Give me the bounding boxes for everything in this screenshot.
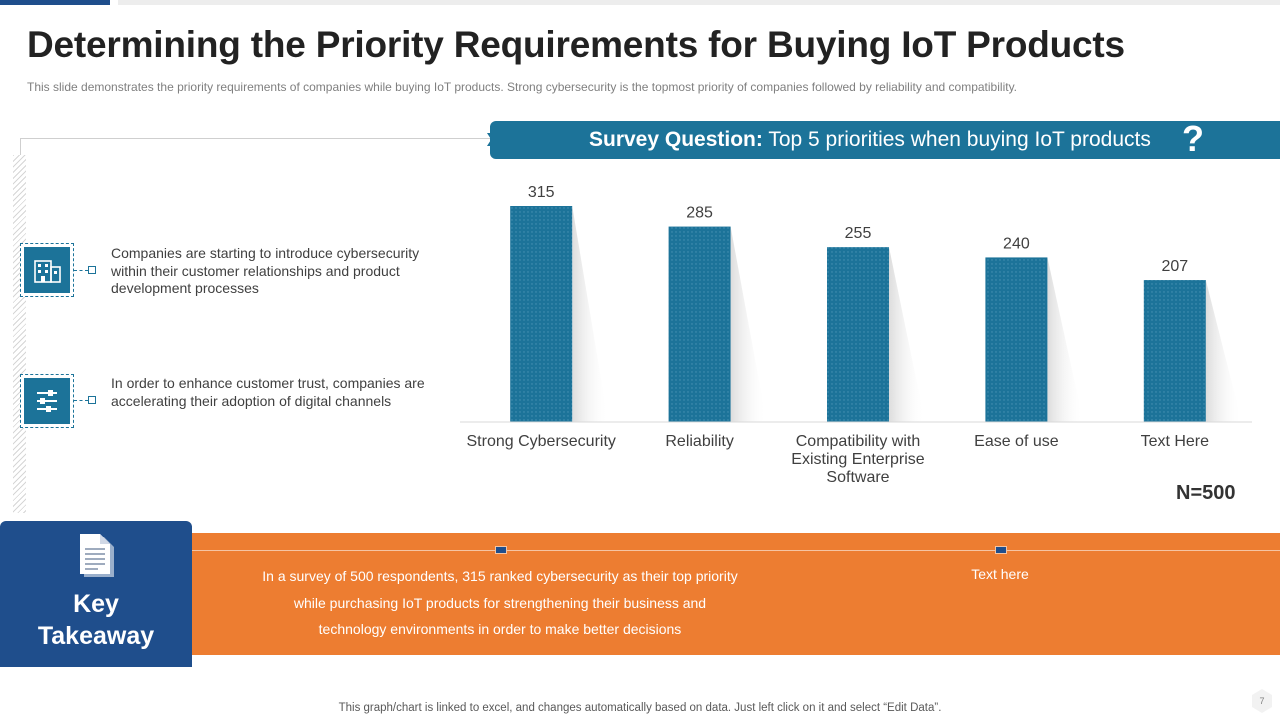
value-label: 255: [845, 225, 872, 242]
sliders-icon-box: [20, 374, 74, 428]
bracket-line: [20, 138, 490, 139]
building-icon: [34, 260, 61, 283]
bar-3: [985, 257, 1048, 422]
point-text-cybersecurity: Companies are starting to introduce cybe…: [111, 245, 420, 296]
bracket-line-vertical: [20, 138, 21, 156]
building-icon-box: [20, 243, 74, 297]
bar-shadow: [1205, 280, 1242, 422]
takeaway-marker: [995, 546, 1007, 554]
connector-dot: [88, 396, 96, 404]
category-label: Text Here: [1141, 433, 1210, 450]
value-label: 240: [1003, 235, 1030, 252]
bar-4: [1143, 280, 1206, 422]
hatched-divider: [13, 155, 26, 513]
bar-shadow: [730, 226, 767, 422]
top-divider: [118, 0, 1280, 5]
document-icon: [80, 534, 114, 577]
category-label: Reliability: [665, 433, 733, 450]
key-takeaway-box: Key Takeaway: [0, 521, 192, 667]
key-takeaway-label: Key Takeaway: [0, 588, 192, 652]
bar-shadow: [1047, 257, 1084, 422]
bar-0: [510, 206, 573, 422]
survey-question-text: Top 5 priorities when buying IoT product…: [762, 128, 1151, 151]
value-label: 285: [686, 205, 713, 222]
category-label: Ease of use: [974, 433, 1059, 450]
takeaway-text-placeholder: Text here: [971, 566, 1029, 582]
category-label: Strong Cybersecurity: [467, 433, 616, 450]
bar-shadow: [889, 247, 925, 422]
bar-2: [827, 247, 889, 422]
bar-chart: 315 Strong Cybersecurity 285 Reliability 255…: [460, 184, 1252, 486]
bar-1: [668, 226, 731, 422]
footer-note: This graph/chart is linked to excel, and…: [338, 702, 942, 714]
category-label: Software: [826, 469, 889, 486]
value-label: 207: [1161, 258, 1188, 275]
sliders-icon: [37, 390, 57, 412]
question-mark-icon: ?: [1182, 118, 1204, 159]
takeaway-text: In a survey of 500 respondents, 315 rank…: [262, 568, 738, 637]
slide-subtitle: This slide demonstrates the priority req…: [27, 80, 1018, 94]
value-label: 315: [528, 184, 555, 201]
page-number: 7: [1252, 689, 1272, 713]
category-label: Compatibility with: [796, 433, 920, 450]
survey-question: Survey Question: Top 5 priorities when b…: [589, 128, 1151, 152]
connector-line: [74, 270, 88, 271]
takeaway-marker: [495, 546, 507, 554]
takeaway-band: [192, 533, 1280, 655]
bar-shadow: [572, 206, 609, 422]
connector-dot: [88, 266, 96, 274]
category-label: Existing Enterprise: [791, 451, 924, 468]
survey-banner: Survey Question: Top 5 priorities when b…: [490, 118, 1280, 159]
slide-title: Determining the Priority Requirements fo…: [27, 24, 1125, 65]
top-accent-bar: [0, 0, 110, 5]
takeaway-timeline: [192, 550, 1280, 551]
point-text-customer-trust: In order to enhance customer trust, comp…: [111, 375, 425, 409]
sample-size-label: N=500: [1176, 482, 1236, 504]
key-takeaway-label-line1: Key: [73, 590, 119, 618]
key-takeaway-label-line2: Takeaway: [37, 622, 155, 650]
survey-label: Survey Question:: [589, 128, 763, 151]
connector-line: [74, 400, 88, 401]
